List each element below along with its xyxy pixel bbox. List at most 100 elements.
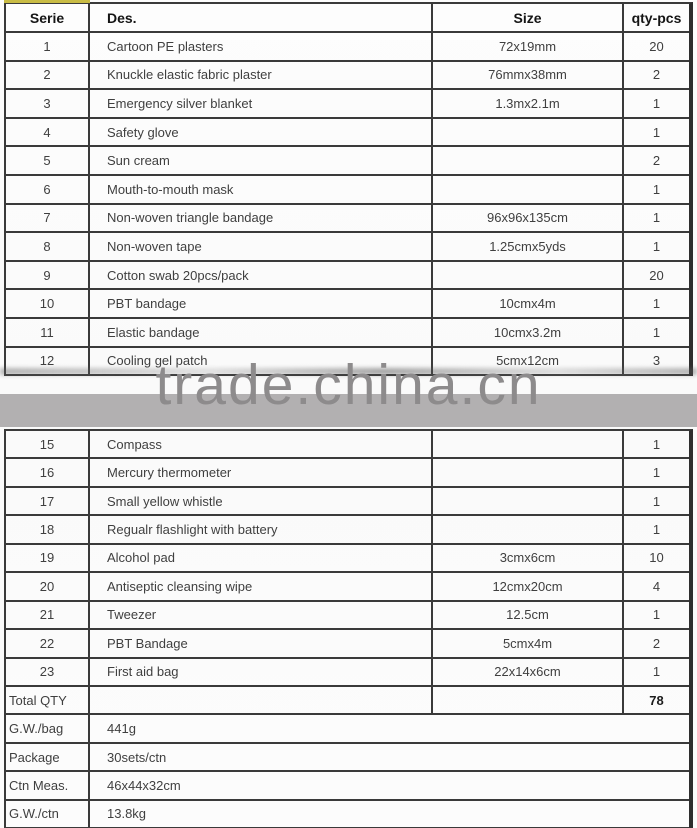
size-cell bbox=[433, 487, 624, 515]
serie-cell: 16 bbox=[6, 459, 90, 486]
des-cell: Sun cream bbox=[90, 147, 433, 174]
qty-cell: 10 bbox=[649, 550, 664, 566]
serie-cell: 11 bbox=[6, 318, 90, 346]
size-cell bbox=[433, 118, 624, 146]
qty-cell: 1 bbox=[652, 607, 661, 623]
spec-value: 441g bbox=[107, 721, 136, 737]
table-header-row: Serie Des. Size qty-pcs bbox=[6, 4, 689, 33]
qty-cell: 1 bbox=[652, 124, 661, 140]
spec-label: G.W./ctn bbox=[6, 800, 90, 828]
serie-cell: 21 bbox=[6, 601, 90, 629]
qty-cell: 1 bbox=[652, 296, 661, 312]
spec-value: 30sets/ctn bbox=[107, 749, 167, 765]
qty-cell: 1 bbox=[652, 238, 661, 254]
qty-cell: 1 bbox=[652, 181, 661, 197]
table-row: 7 Non-woven triangle bandage 96x96x135cm 1 bbox=[6, 204, 689, 234]
table-row: 23 First aid bag 22x14x6cm 1 bbox=[6, 658, 689, 687]
size-cell bbox=[433, 431, 624, 458]
table-row: 2 Knuckle elastic fabric plaster 76mmx38mm… bbox=[6, 61, 689, 91]
spec-row-gw-bag: G.W./bag 441g bbox=[6, 715, 689, 744]
size-cell: 22x14x6cm bbox=[433, 658, 624, 685]
serie-cell: 19 bbox=[6, 544, 90, 572]
total-qty-row: Total QTY 78 bbox=[6, 686, 689, 716]
serie-cell: 15 bbox=[6, 431, 90, 458]
size-cell: 10cmx3.2m bbox=[433, 318, 624, 346]
serie-cell: 23 bbox=[6, 658, 90, 685]
serie-cell: 1 bbox=[6, 33, 90, 60]
serie-cell: 2 bbox=[6, 61, 90, 89]
total-qty-des bbox=[90, 686, 433, 714]
des-cell: Antiseptic cleansing wipe bbox=[90, 573, 433, 600]
des-cell: Tweezer bbox=[90, 601, 433, 629]
qty-cell: 3 bbox=[652, 353, 661, 369]
table-row: 1 Cartoon PE plasters 72x19mm 20 bbox=[6, 33, 689, 62]
table-row: 9 Cotton swab 20pcs/pack 20 bbox=[6, 261, 689, 291]
total-qty-value: 78 bbox=[649, 692, 664, 708]
size-cell: 3cmx6cm bbox=[433, 544, 624, 572]
spec-row-package: Package 30sets/ctn bbox=[6, 743, 689, 773]
serie-cell: 3 bbox=[6, 90, 90, 117]
serie-cell: 9 bbox=[6, 261, 90, 289]
table-row: 16 Mercury thermometer 1 bbox=[6, 459, 689, 488]
total-qty-size bbox=[433, 686, 624, 714]
table-row: 17 Small yellow whistle 1 bbox=[6, 487, 689, 517]
table-row: 20 Antiseptic cleansing wipe 12cmx20cm 4 bbox=[6, 573, 689, 602]
des-cell: Alcohol pad bbox=[90, 544, 433, 572]
size-cell: 5cmx12cm bbox=[433, 347, 624, 375]
qty-cell: 1 bbox=[652, 465, 661, 481]
qty-cell: 20 bbox=[649, 38, 664, 54]
top-accent-line bbox=[4, 0, 90, 3]
qty-cell: 1 bbox=[652, 493, 661, 509]
qty-cell: 2 bbox=[652, 67, 661, 83]
table-row: 8 Non-woven tape 1.25cmx5yds 1 bbox=[6, 233, 689, 262]
des-cell: Small yellow whistle bbox=[90, 487, 433, 515]
scan-smudge bbox=[0, 368, 697, 375]
table-row: 18 Regualr flashlight with battery 1 bbox=[6, 516, 689, 545]
serie-cell: 6 bbox=[6, 175, 90, 203]
size-cell: 96x96x135cm bbox=[433, 204, 624, 232]
spec-label: Ctn Meas. bbox=[6, 772, 90, 799]
table-row: 22 PBT Bandage 5cmx4m 2 bbox=[6, 630, 689, 659]
des-cell: Cartoon PE plasters bbox=[90, 33, 433, 60]
des-cell: Regualr flashlight with battery bbox=[90, 516, 433, 543]
size-cell: 12cmx20cm bbox=[433, 573, 624, 600]
size-cell: 76mmx38mm bbox=[433, 61, 624, 89]
serie-cell: 10 bbox=[6, 290, 90, 317]
serie-cell: 7 bbox=[6, 204, 90, 232]
header-qty: qty-pcs bbox=[631, 9, 682, 26]
spec-label: G.W./bag bbox=[6, 715, 90, 742]
des-cell: Knuckle elastic fabric plaster bbox=[90, 61, 433, 89]
serie-cell: 8 bbox=[6, 233, 90, 260]
des-cell: Mouth-to-mouth mask bbox=[90, 175, 433, 203]
header-des: Des. bbox=[90, 4, 433, 31]
size-cell: 5cmx4m bbox=[433, 630, 624, 657]
table-row: 3 Emergency silver blanket 1.3mx2.1m 1 bbox=[6, 90, 689, 119]
qty-cell: 1 bbox=[652, 436, 661, 452]
items-table-upper: Serie Des. Size qty-pcs 1 Cartoon PE plas… bbox=[4, 2, 693, 377]
serie-cell: 22 bbox=[6, 630, 90, 657]
serie-cell: 20 bbox=[6, 573, 90, 600]
spec-value: 13.8kg bbox=[107, 806, 147, 822]
des-cell: Cooling gel patch bbox=[90, 347, 433, 375]
items-rows-upper: 1 Cartoon PE plasters 72x19mm 20 2 Knuckle el… bbox=[6, 33, 689, 377]
qty-cell: 20 bbox=[649, 267, 664, 283]
qty-cell: 1 bbox=[652, 95, 661, 111]
watermark-band bbox=[0, 394, 697, 427]
spec-value: 46x44x32cm bbox=[107, 777, 181, 793]
table-row: 4 Safety glove 1 bbox=[6, 118, 689, 148]
size-cell bbox=[433, 175, 624, 203]
table-row: 21 Tweezer 12.5cm 1 bbox=[6, 601, 689, 631]
des-cell: Safety glove bbox=[90, 118, 433, 146]
size-cell bbox=[433, 516, 624, 543]
des-cell: Emergency silver blanket bbox=[90, 90, 433, 117]
table-row: 10 PBT bandage 10cmx4m 1 bbox=[6, 290, 689, 319]
des-cell: Non-woven triangle bandage bbox=[90, 204, 433, 232]
des-cell: Mercury thermometer bbox=[90, 459, 433, 486]
size-cell bbox=[433, 261, 624, 289]
size-cell: 1.25cmx5yds bbox=[433, 233, 624, 260]
spec-label: Package bbox=[6, 743, 90, 771]
des-cell: First aid bag bbox=[90, 658, 433, 685]
serie-cell: 12 bbox=[6, 347, 90, 375]
qty-cell: 1 bbox=[652, 664, 661, 680]
